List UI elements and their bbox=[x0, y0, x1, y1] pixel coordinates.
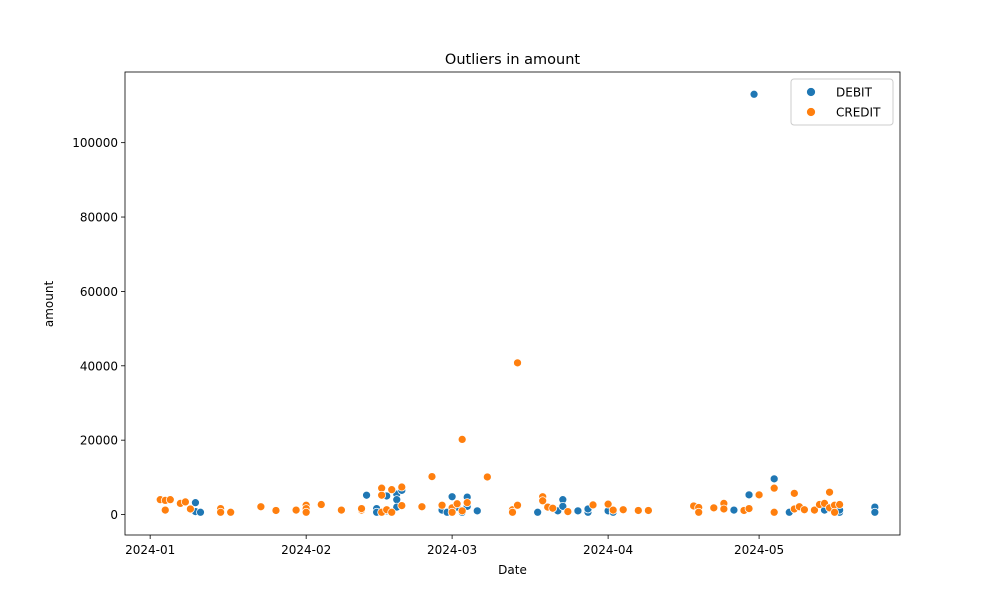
data-point-credit bbox=[291, 505, 301, 515]
legend-marker-credit bbox=[806, 107, 816, 117]
data-point-credit bbox=[603, 499, 613, 509]
y-axis: 0 20000 40000 60000 80000 100000 bbox=[72, 136, 125, 522]
data-point-debit bbox=[558, 501, 568, 511]
data-point-credit bbox=[830, 507, 839, 517]
data-point-debit bbox=[533, 507, 543, 517]
x-tick-label: 2024-02 bbox=[281, 543, 331, 557]
data-point-credit bbox=[397, 482, 407, 492]
data-point-credit bbox=[357, 504, 366, 513]
data-point-credit bbox=[337, 505, 346, 515]
x-tick-label: 2024-01 bbox=[125, 543, 175, 557]
x-tick-label: 2024-05 bbox=[734, 543, 784, 557]
data-point-credit bbox=[437, 500, 447, 510]
data-point-credit bbox=[427, 472, 437, 481]
data-point-debit bbox=[447, 492, 457, 502]
legend-label-credit: CREDIT bbox=[836, 106, 881, 120]
y-tick-label: 100000 bbox=[72, 136, 118, 150]
data-point-debit bbox=[749, 89, 759, 99]
data-point-debit bbox=[870, 507, 880, 517]
y-tick-label: 40000 bbox=[80, 359, 118, 373]
data-point-credit bbox=[513, 358, 522, 368]
chart-title: Outliers in amount bbox=[445, 52, 580, 68]
data-point-debit bbox=[573, 506, 583, 516]
data-point-credit bbox=[810, 505, 819, 515]
data-point-credit bbox=[825, 487, 834, 497]
x-axis-label: Date bbox=[498, 563, 527, 577]
data-point-credit bbox=[800, 505, 809, 515]
data-point-debit bbox=[744, 490, 754, 500]
data-point-credit bbox=[482, 472, 492, 482]
data-point-credit bbox=[165, 495, 175, 505]
series-debit bbox=[191, 89, 880, 517]
x-axis: 2024-01 2024-02 2024-03 2024-04 2024-05 bbox=[125, 535, 784, 557]
data-point-credit bbox=[186, 504, 195, 514]
y-tick-label: 60000 bbox=[80, 285, 118, 299]
x-tick-label: 2024-04 bbox=[583, 543, 633, 557]
data-point-credit bbox=[377, 490, 387, 500]
legend-marker-debit bbox=[806, 87, 816, 97]
data-point-credit bbox=[462, 498, 472, 508]
data-point-debit bbox=[196, 507, 205, 517]
data-point-credit bbox=[744, 504, 754, 513]
data-point-debit bbox=[362, 490, 371, 500]
data-point-debit bbox=[191, 498, 200, 508]
data-point-debit bbox=[472, 506, 482, 516]
data-point-credit bbox=[316, 500, 326, 509]
data-point-credit bbox=[754, 490, 764, 500]
data-point-credit bbox=[513, 500, 522, 510]
legend: DEBIT CREDIT bbox=[790, 78, 894, 126]
data-point-credit bbox=[538, 496, 548, 506]
series-credit bbox=[155, 358, 844, 517]
data-point-credit bbox=[160, 505, 170, 515]
data-point-credit bbox=[644, 506, 653, 515]
data-point-credit bbox=[789, 488, 799, 498]
data-point-credit bbox=[633, 506, 643, 515]
data-point-credit bbox=[226, 507, 236, 517]
plot-area: 2024-01 2024-02 2024-03 2024-04 2024-05 0 2000… bbox=[72, 71, 901, 557]
legend-box bbox=[790, 78, 894, 126]
data-points bbox=[155, 89, 880, 517]
data-point-credit bbox=[694, 507, 704, 517]
data-point-credit bbox=[301, 507, 311, 517]
data-point-debit bbox=[769, 474, 779, 484]
data-point-credit bbox=[618, 505, 628, 515]
data-point-debit bbox=[729, 505, 739, 515]
data-point-credit bbox=[271, 506, 281, 515]
data-point-credit bbox=[608, 505, 618, 515]
y-axis-label: amount bbox=[42, 281, 56, 328]
data-point-credit bbox=[216, 507, 225, 517]
data-point-credit bbox=[447, 507, 457, 517]
data-point-credit bbox=[835, 500, 844, 509]
data-point-credit bbox=[508, 507, 517, 517]
data-point-credit bbox=[548, 503, 558, 513]
plot-frame bbox=[124, 71, 901, 536]
data-point-credit bbox=[769, 507, 779, 517]
data-point-credit bbox=[769, 483, 779, 493]
data-point-credit bbox=[387, 507, 397, 517]
y-tick-label: 0 bbox=[110, 508, 118, 522]
data-point-credit bbox=[452, 499, 462, 509]
data-point-credit bbox=[457, 435, 467, 444]
y-tick-label: 80000 bbox=[80, 211, 118, 225]
data-point-credit bbox=[709, 503, 719, 513]
data-point-credit bbox=[457, 506, 467, 516]
y-tick-label: 20000 bbox=[80, 434, 118, 448]
data-point-credit bbox=[719, 504, 729, 514]
data-point-credit bbox=[181, 497, 190, 507]
data-point-credit bbox=[417, 502, 427, 512]
x-tick-label: 2024-03 bbox=[427, 543, 477, 557]
data-point-credit bbox=[588, 500, 598, 510]
data-point-credit bbox=[563, 507, 573, 516]
data-point-credit bbox=[387, 485, 397, 495]
data-point-credit bbox=[397, 501, 407, 510]
data-point-credit bbox=[256, 502, 266, 512]
legend-label-debit: DEBIT bbox=[836, 86, 873, 100]
